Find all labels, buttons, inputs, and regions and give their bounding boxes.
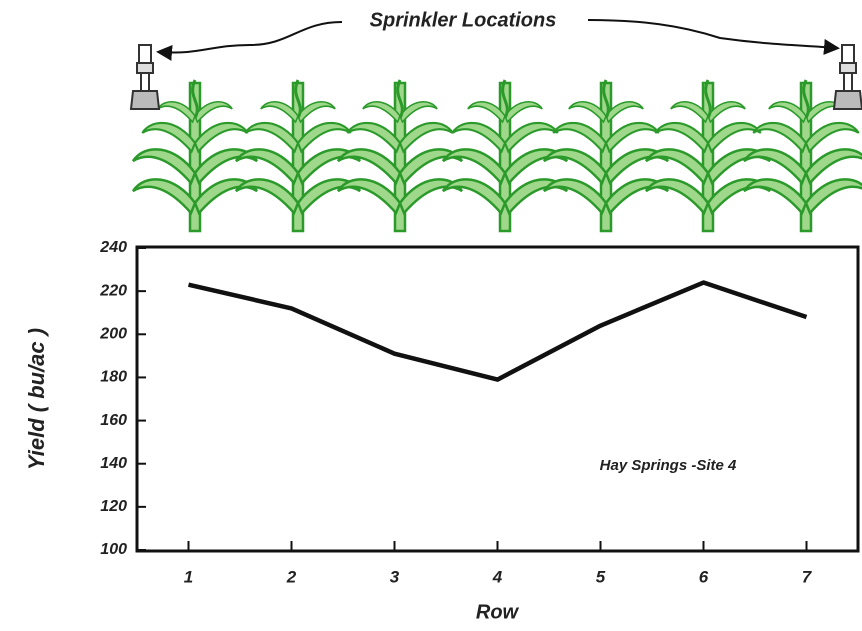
y-tick-label: 160 — [100, 412, 127, 429]
y-tick-label: 100 — [100, 541, 127, 558]
annotation: Hay Springs -Site 4 — [600, 457, 737, 474]
y-tick-label: 220 — [99, 282, 127, 299]
x-tick-label: 2 — [286, 567, 297, 586]
title: Sprinkler Locations — [370, 9, 557, 31]
y-tick-label: 200 — [99, 326, 127, 343]
y-tick-label: 120 — [100, 498, 127, 515]
x-tick-label: 6 — [699, 567, 709, 586]
y-tick-label: 180 — [100, 369, 127, 386]
x-tick-label: 4 — [492, 567, 503, 586]
x-tick-label: 7 — [802, 567, 813, 586]
x-tick-label: 5 — [596, 567, 606, 586]
y-tick-label: 140 — [100, 455, 127, 472]
data-line — [187, 280, 808, 382]
x-tick-label: 3 — [390, 567, 400, 586]
y-axis-label: Yield ( bu/ac ) — [24, 328, 49, 470]
x-tick-label: 1 — [184, 567, 193, 586]
plot-frame — [135, 245, 860, 553]
illustration — [130, 19, 862, 231]
x-axis-label: Row — [476, 601, 520, 623]
y-tick-label: 240 — [99, 239, 127, 256]
